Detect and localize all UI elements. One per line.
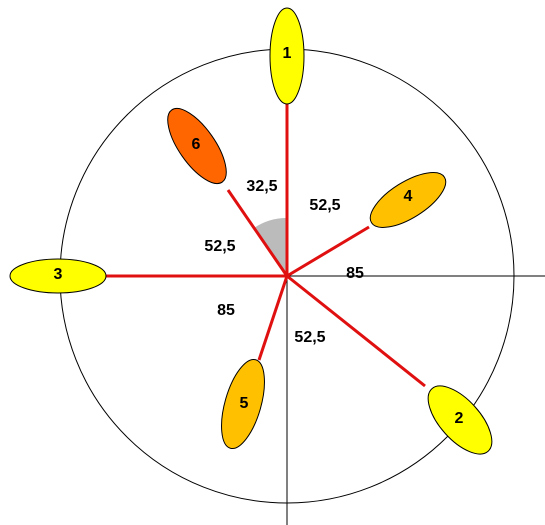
node-shape — [167, 108, 227, 184]
node-label: 4 — [404, 188, 413, 205]
nodes — [9, 7, 493, 455]
angle-label: 85 — [346, 265, 364, 282]
angle-label: 52,5 — [294, 329, 325, 346]
angle-label: 52,5 — [309, 197, 340, 214]
angle-label: 85 — [217, 302, 235, 319]
spokes — [106, 104, 426, 388]
node-shape — [427, 385, 493, 455]
node-shape — [9, 258, 107, 294]
angle-label: 32,5 — [246, 178, 277, 195]
spoke — [286, 274, 426, 388]
node-shape — [369, 172, 447, 228]
node-shape — [269, 7, 305, 105]
node-label: 5 — [240, 395, 249, 412]
node-label: 3 — [54, 266, 63, 283]
node-label: 6 — [192, 136, 201, 153]
spoke — [226, 189, 289, 277]
spoke — [257, 275, 289, 361]
node-label: 2 — [455, 410, 464, 427]
node-shape — [221, 359, 265, 449]
spoke — [286, 225, 370, 278]
angle-label: 52,5 — [204, 238, 235, 255]
node-label: 1 — [283, 45, 292, 62]
